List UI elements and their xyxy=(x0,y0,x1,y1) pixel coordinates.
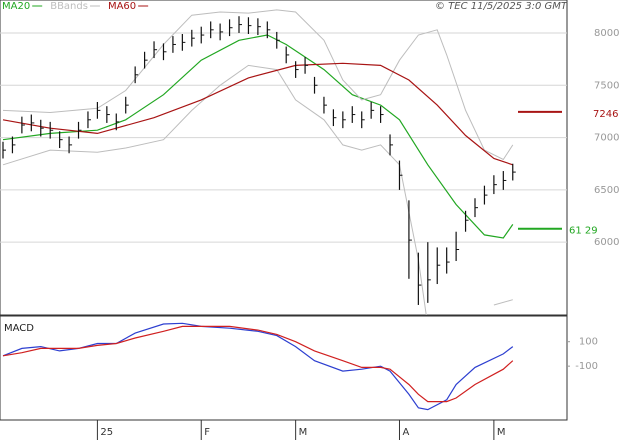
band-lower xyxy=(2,64,513,315)
legend-label: MA60 xyxy=(108,1,136,12)
macd-line xyxy=(2,322,514,411)
level-label: 61 29 xyxy=(569,226,598,237)
x-tick-label: 25 xyxy=(100,427,113,438)
x-tick-label: M xyxy=(497,427,506,438)
macd-line xyxy=(2,325,514,403)
legend-label: BBands xyxy=(50,1,88,12)
y-tick-label: 7000 xyxy=(594,133,619,144)
line-0 xyxy=(2,34,514,239)
macd-panel xyxy=(2,322,514,411)
y-tick-label: 6500 xyxy=(594,185,619,196)
x-tick-label: A xyxy=(402,427,409,438)
y-tick-label: 100 xyxy=(579,337,598,348)
price-panel xyxy=(0,9,567,315)
frame xyxy=(0,0,568,421)
panel-title: MACD xyxy=(4,323,34,334)
level-label: 7246 xyxy=(593,109,618,120)
legend-label: MA20 xyxy=(2,1,30,12)
y-tick-label: 8000 xyxy=(594,28,619,39)
x-tick-label: M xyxy=(299,427,308,438)
x-tick-label: F xyxy=(204,427,210,438)
line-2 xyxy=(2,62,513,166)
y-tick-label: 6000 xyxy=(594,237,619,248)
legend: MA20 BBands MA60 xyxy=(2,1,149,12)
y-tick-label: -100 xyxy=(575,361,598,372)
source: © TEC 11/5/2025 3:0 GMT xyxy=(435,1,568,12)
y-tick-label: 7500 xyxy=(594,80,619,91)
